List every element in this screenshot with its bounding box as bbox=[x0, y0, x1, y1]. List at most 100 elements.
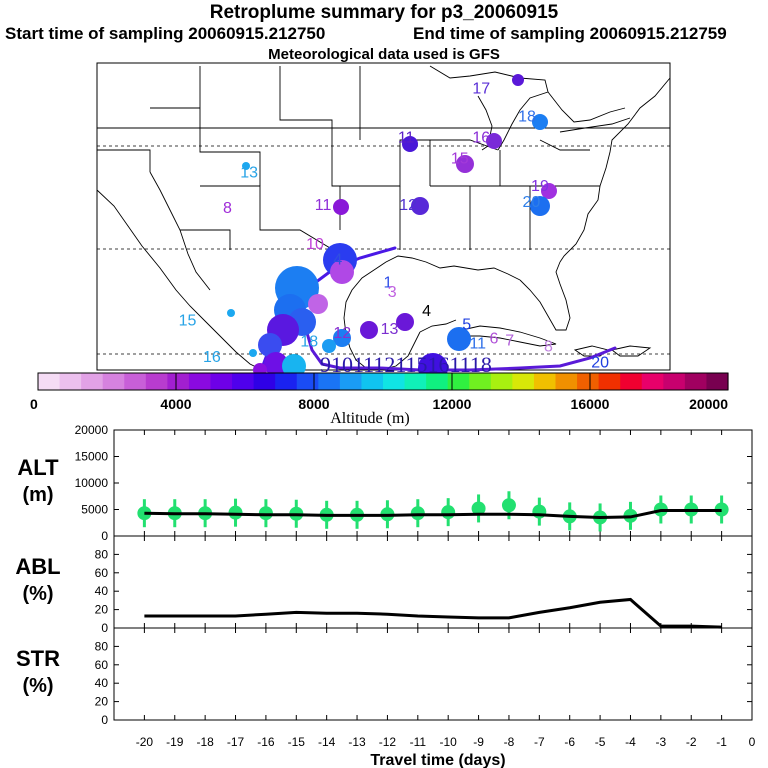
plume-label: 12 bbox=[399, 197, 417, 214]
colorbar-cell bbox=[275, 373, 298, 390]
x-tick-label: -20 bbox=[136, 735, 154, 749]
chart-title: Retroplume summary for p3_20060915 bbox=[209, 2, 559, 23]
y-tick-label: 15000 bbox=[75, 450, 109, 464]
colorbar-cell bbox=[426, 373, 449, 390]
plume-bubble bbox=[486, 133, 502, 149]
colorbar-cell bbox=[447, 373, 470, 390]
colorbar-cell bbox=[555, 373, 578, 390]
start-time-label: Start time of sampling 20060915.212750 bbox=[5, 24, 326, 43]
colorbar-cell bbox=[620, 373, 643, 390]
plume-label: 18 bbox=[300, 333, 318, 350]
colorbar-cell bbox=[339, 373, 363, 390]
colorbar-cell bbox=[38, 373, 61, 390]
plume-label: 11 bbox=[469, 336, 486, 353]
plume-label: 4 bbox=[422, 303, 431, 320]
x-tick-label: -2 bbox=[686, 735, 697, 749]
plume-bubble bbox=[512, 74, 524, 86]
colorbar-cell bbox=[663, 373, 686, 390]
colorbar-cell bbox=[706, 373, 729, 390]
plume-label: 11 bbox=[315, 197, 332, 214]
plume-bubble bbox=[308, 294, 328, 314]
plume-label: 17 bbox=[472, 80, 490, 97]
x-tick-label: -6 bbox=[564, 735, 575, 749]
plume-bubble bbox=[532, 114, 548, 130]
x-tick-label: -4 bbox=[625, 735, 636, 749]
plume-label: 19 bbox=[531, 178, 549, 195]
plume-label: 15 bbox=[179, 312, 197, 329]
plume-label: 20 bbox=[522, 194, 540, 211]
plume-label: 4 bbox=[333, 252, 342, 269]
panel-abl: 0 20 40 60 80 ABL (%) bbox=[15, 535, 753, 635]
colorbar-cell bbox=[490, 373, 513, 390]
colorbar-tick-label: 16000 bbox=[571, 396, 610, 412]
x-axis-label: Travel time (days) bbox=[370, 752, 505, 768]
plume-bubble bbox=[360, 321, 378, 339]
panel-frame bbox=[113, 627, 753, 721]
map-frame bbox=[96, 62, 671, 371]
plume-bubbles bbox=[227, 74, 557, 383]
plume-bubble bbox=[330, 260, 354, 284]
y-tick-label: 10000 bbox=[75, 476, 109, 490]
series-line bbox=[144, 597, 722, 629]
colorbar-cell bbox=[469, 373, 492, 390]
colorbar-cell bbox=[296, 373, 319, 390]
x-tick-label: -5 bbox=[595, 735, 606, 749]
colorbar-cell bbox=[102, 373, 125, 390]
plume-bubble bbox=[456, 155, 474, 173]
panel-frame bbox=[113, 535, 753, 629]
plume-bubble bbox=[530, 196, 550, 216]
plume-label: 3 bbox=[388, 284, 397, 301]
alt-spread bbox=[416, 499, 420, 528]
plume-label: 18 bbox=[518, 109, 536, 126]
colorbar-frame bbox=[37, 372, 729, 391]
x-tick-label: -1 bbox=[716, 735, 727, 749]
plume-bubble bbox=[249, 349, 257, 357]
panel-ylabel-unit: (m) bbox=[22, 484, 53, 506]
alt-spread bbox=[446, 498, 450, 527]
colorbar-tick-label: 8000 bbox=[298, 396, 329, 412]
y-tick-label: 80 bbox=[95, 547, 109, 561]
x-tick-label: -17 bbox=[227, 735, 245, 749]
plume-bubble bbox=[333, 199, 349, 215]
panel-frame bbox=[113, 429, 753, 537]
y-tick-label: 60 bbox=[95, 658, 109, 672]
colorbar-tick-label: 4000 bbox=[160, 396, 191, 412]
panel-ylabel-unit: (%) bbox=[22, 583, 53, 605]
x-tick-label: -10 bbox=[440, 735, 458, 749]
colorbar-cell bbox=[383, 373, 406, 390]
colorbar-cell bbox=[253, 373, 276, 390]
colorbar-tick-label: 12000 bbox=[433, 396, 472, 412]
colorbar-cell bbox=[598, 373, 621, 390]
colorbar-cell bbox=[577, 373, 600, 390]
colorbar-cell bbox=[59, 373, 82, 390]
plume-label: 7 bbox=[505, 332, 514, 349]
plume-bubble bbox=[396, 313, 414, 331]
plume-label: 12 bbox=[333, 325, 351, 342]
met-data-label: Meteorological data used is GFS bbox=[268, 46, 500, 63]
x-tick-label: -16 bbox=[257, 735, 275, 749]
plume-label: 8 bbox=[223, 200, 232, 217]
plume-bubble bbox=[333, 329, 351, 347]
colorbar-cell bbox=[684, 373, 708, 390]
colorbar-tick-label: 20000 bbox=[689, 396, 728, 412]
y-tick-label: 20 bbox=[95, 603, 109, 617]
x-tick-label: -7 bbox=[534, 735, 545, 749]
y-tick-label: 40 bbox=[95, 676, 109, 690]
x-tick-label: -11 bbox=[410, 735, 427, 749]
panel-ylabel-unit: (%) bbox=[22, 675, 53, 697]
series-line bbox=[144, 509, 722, 519]
plume-label: 5 bbox=[462, 317, 471, 334]
panel-ylabel: ABL bbox=[15, 554, 60, 579]
time-series-panels: 0 5000 10000 15000 20000 ALT (m) 0 20 40 60 80 ABL (%… bbox=[15, 423, 755, 768]
plume-label: 15 bbox=[451, 151, 469, 168]
plume-bubble bbox=[242, 162, 250, 170]
x-tick-label: -15 bbox=[288, 735, 306, 749]
alt-spread bbox=[537, 497, 541, 526]
colorbar-cell bbox=[318, 373, 341, 390]
alt-spread bbox=[477, 494, 481, 523]
panel-ylabel: STR bbox=[16, 646, 60, 671]
x-tick-label: -9 bbox=[473, 735, 484, 749]
